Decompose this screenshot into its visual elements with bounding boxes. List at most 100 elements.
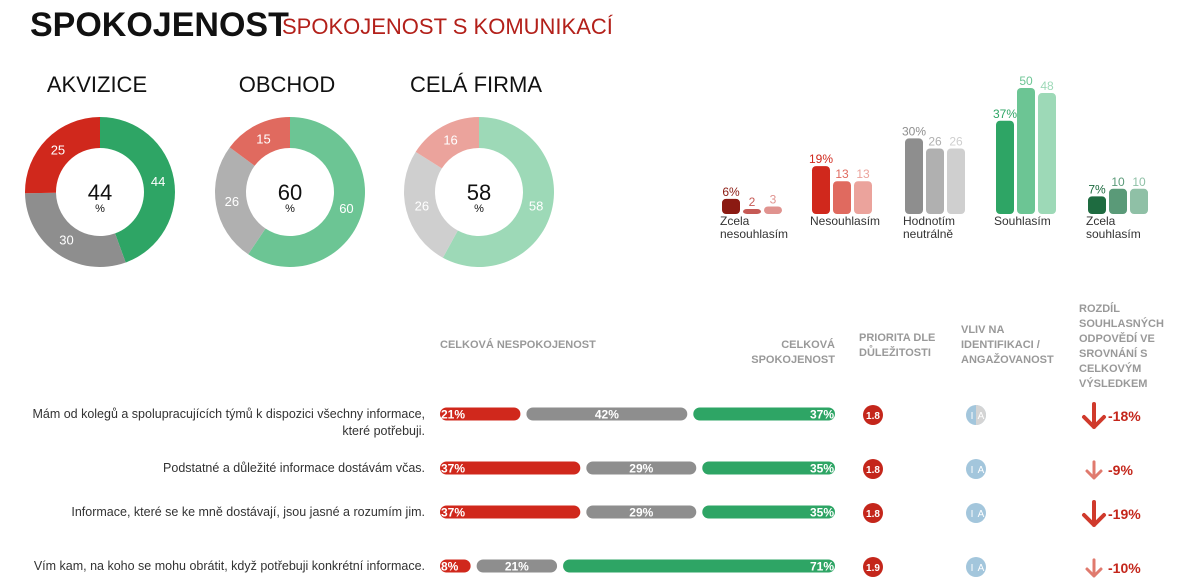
priority-value: 1.8 bbox=[866, 509, 880, 520]
influence-half bbox=[976, 405, 986, 425]
stacked-segment bbox=[702, 461, 835, 475]
donut-title: CELÁ FIRMA bbox=[410, 72, 542, 97]
donut-segment bbox=[442, 117, 554, 267]
influence-badge bbox=[966, 503, 986, 523]
donut-segment bbox=[25, 192, 126, 267]
donut-segment bbox=[229, 117, 290, 166]
diff-value: -18% bbox=[1108, 408, 1141, 424]
bar-value-label: 26 bbox=[928, 134, 942, 148]
donut-value-label: 25 bbox=[51, 143, 65, 158]
influence-badge bbox=[966, 459, 986, 479]
diff-value: -10% bbox=[1108, 560, 1141, 576]
donut-value-label: 30 bbox=[59, 233, 73, 248]
influence-letter: I bbox=[971, 411, 974, 422]
segment-label: 21% bbox=[505, 560, 529, 574]
segment-label: 37% bbox=[441, 462, 465, 476]
segment-label: 35% bbox=[810, 462, 834, 476]
diff-arrow bbox=[1082, 402, 1106, 429]
donut-center-value: 44 bbox=[88, 180, 112, 205]
stacked-segment bbox=[526, 407, 688, 421]
stacked-segment bbox=[693, 407, 835, 421]
diff-value: -9% bbox=[1108, 462, 1133, 478]
row-label: Mám od kolegů a spolupracujících týmů k … bbox=[32, 407, 425, 438]
bar-value-label: 10 bbox=[1132, 175, 1146, 189]
donut-value-label: 26 bbox=[225, 194, 239, 209]
stacked-segment bbox=[586, 461, 697, 475]
donut-value-label: 60 bbox=[339, 201, 353, 216]
influence-letter: I bbox=[971, 465, 974, 476]
category-label: Hodnotím neutrálně bbox=[903, 214, 956, 241]
stacked-segment bbox=[702, 505, 835, 519]
donut-segment bbox=[100, 117, 176, 263]
category-label: Nesouhlasím bbox=[810, 214, 881, 228]
bar bbox=[1088, 196, 1106, 214]
segment-label: 8% bbox=[441, 560, 459, 574]
influence-letter: A bbox=[978, 465, 985, 476]
bar-value-label: 3 bbox=[770, 192, 777, 206]
segment-label: 29% bbox=[629, 462, 653, 476]
row-label: Podstatné a důležité informace dostávám … bbox=[163, 461, 425, 475]
donut-segment bbox=[215, 147, 266, 255]
column-header: CELKOVÁ NESPOKOJENOST bbox=[440, 339, 596, 351]
column-header: PRIORITA DLE DŮLEŽITOSTI bbox=[859, 332, 936, 359]
bar bbox=[1130, 188, 1148, 214]
bar bbox=[764, 206, 782, 214]
category-label: Souhlasím bbox=[994, 214, 1051, 228]
stacked-segment bbox=[440, 559, 471, 573]
influence-letter: I bbox=[971, 563, 974, 574]
bar-value-label: 50 bbox=[1019, 74, 1033, 88]
column-header: VLIV NA IDENTIFIKACI / ANGAŽOVANOST bbox=[961, 324, 1054, 366]
diff-arrow bbox=[1085, 558, 1103, 578]
bar bbox=[1109, 188, 1127, 214]
donut-title: OBCHOD bbox=[239, 72, 336, 97]
segment-label: 71% bbox=[810, 560, 834, 574]
segment-label: 35% bbox=[810, 506, 834, 520]
segment-label: 42% bbox=[595, 408, 619, 422]
bar-value-label: 13 bbox=[835, 167, 849, 181]
donut-value-label: 58 bbox=[529, 199, 543, 214]
bar bbox=[854, 181, 872, 214]
priority-badge bbox=[863, 503, 883, 523]
donut-value-label: 44 bbox=[151, 174, 165, 189]
donut-segment bbox=[404, 151, 458, 258]
stacked-segment bbox=[563, 559, 835, 573]
stacked-segment bbox=[440, 505, 581, 519]
bar-value-label: 7% bbox=[1088, 182, 1106, 196]
donut-center-unit: % bbox=[474, 203, 484, 215]
bar-value-label: 48 bbox=[1040, 79, 1054, 93]
bar-value-label: 13 bbox=[856, 167, 870, 181]
page-subtitle: SPOKOJENOST S KOMUNIKACÍ bbox=[282, 14, 614, 39]
category-label: Zcela souhlasím bbox=[1086, 214, 1141, 241]
bar bbox=[996, 120, 1014, 214]
bar-value-label: 26 bbox=[949, 134, 963, 148]
bar-value-label: 30% bbox=[902, 124, 926, 138]
row-label: Vím kam, na koho se mohu obrátit, když p… bbox=[33, 559, 425, 573]
bar bbox=[905, 138, 923, 214]
bar-value-label: 2 bbox=[749, 195, 756, 209]
influence-letter: I bbox=[971, 509, 974, 520]
priority-badge bbox=[863, 459, 883, 479]
bar-value-label: 37% bbox=[993, 107, 1017, 121]
stacked-segment bbox=[476, 559, 558, 573]
stacked-segment bbox=[440, 407, 521, 421]
diff-arrow bbox=[1082, 500, 1106, 527]
bar bbox=[1017, 88, 1035, 214]
row-label: Informace, které se ke mně dostávají, js… bbox=[71, 505, 425, 519]
column-header: ROZDÍL SOUHLASNÝCH ODPOVĚDÍ VE SROVNÁNÍ … bbox=[1079, 303, 1164, 390]
segment-label: 37% bbox=[810, 408, 834, 422]
donut-value-label: 15 bbox=[256, 131, 270, 146]
stacked-segment bbox=[440, 461, 581, 475]
stacked-segment bbox=[586, 505, 697, 519]
category-label: Zcela nesouhlasím bbox=[720, 214, 789, 241]
bar-value-label: 19% bbox=[809, 152, 833, 166]
bar bbox=[812, 166, 830, 214]
segment-label: 29% bbox=[629, 506, 653, 520]
donut-value-label: 26 bbox=[415, 199, 429, 214]
donut-center-value: 58 bbox=[467, 180, 491, 205]
priority-value: 1.8 bbox=[866, 411, 880, 422]
donut-value-label: 16 bbox=[443, 132, 457, 147]
bar-value-label: 10 bbox=[1111, 175, 1125, 189]
priority-value: 1.8 bbox=[866, 465, 880, 476]
